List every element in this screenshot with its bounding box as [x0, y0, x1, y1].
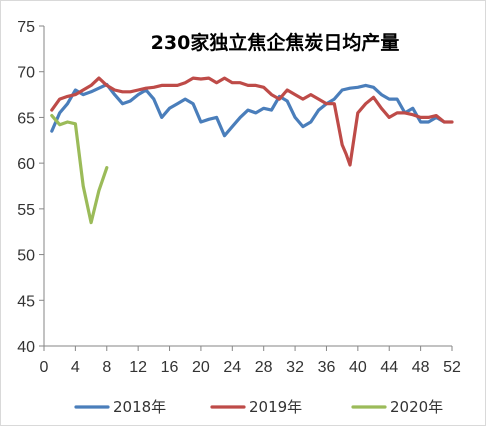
legend-item-0: 2018年 — [74, 398, 166, 416]
x-tick-label: 8 — [102, 359, 111, 376]
legend-item-1: 2019年 — [210, 398, 302, 416]
x-tick-label: 4 — [71, 359, 80, 376]
y-tick-label: 50 — [17, 248, 35, 265]
y-tick-label: 45 — [17, 293, 35, 310]
x-tick-label: 32 — [286, 359, 304, 376]
series-line-1 — [50, 76, 454, 167]
x-tick-label: 40 — [349, 359, 367, 376]
chart-title: 230家独立焦企焦炭日均产量 — [151, 31, 400, 54]
legend: 2018年 2019年 2020年 — [74, 398, 443, 416]
series-line-0 — [50, 82, 446, 138]
x-tick-label: 12 — [129, 359, 147, 376]
x-tick-label: 36 — [318, 359, 336, 376]
x-tick-label: 52 — [443, 359, 461, 376]
y-tick-label: 70 — [17, 65, 35, 82]
legend-label: 2019年 — [249, 398, 302, 416]
y-tick-label: 40 — [17, 339, 35, 356]
legend-item-2: 2020年 — [351, 398, 443, 416]
x-tick-label: 16 — [161, 359, 179, 376]
y-tick-label: 60 — [17, 156, 35, 173]
series-line-2 — [50, 113, 109, 225]
x-tick-label: 20 — [192, 359, 210, 376]
x-tick-label: 44 — [380, 359, 398, 376]
series-lines — [50, 76, 454, 225]
x-tick-label: 48 — [412, 359, 430, 376]
x-tick-label: 0 — [40, 359, 49, 376]
legend-label: 2020年 — [390, 398, 443, 416]
y-tick-label: 65 — [17, 110, 35, 127]
y-tick-label: 75 — [17, 19, 35, 36]
x-tick-label: 24 — [223, 359, 241, 376]
y-tick-label: 55 — [17, 202, 35, 219]
x-tick-label: 28 — [255, 359, 273, 376]
legend-label: 2018年 — [113, 398, 166, 416]
